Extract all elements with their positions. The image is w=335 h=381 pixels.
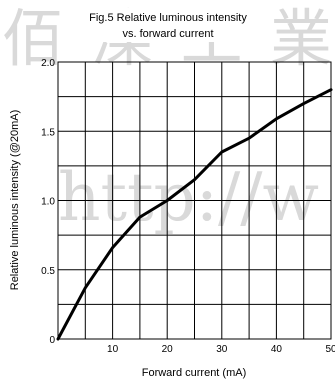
grid bbox=[58, 62, 331, 339]
plot-area bbox=[56, 88, 333, 341]
chart-title-line2: vs. forward current bbox=[122, 28, 213, 40]
chart-title-line1: Fig.5 Relative luminous intensity bbox=[89, 12, 247, 24]
ticks: 10 20 30 40 50 0 0.5 1.0 1.5 2.0 bbox=[41, 58, 335, 355]
x-tick-label: 30 bbox=[216, 344, 228, 355]
y-tick-label: 0 bbox=[49, 335, 55, 346]
watermark-url: http://w bbox=[58, 159, 319, 236]
x-tick-label: 20 bbox=[162, 344, 174, 355]
y-axis-label: Relative luminous intensity (@20mA) bbox=[9, 110, 21, 291]
y-tick-label: 1.0 bbox=[41, 197, 55, 208]
x-tick-label: 40 bbox=[271, 344, 283, 355]
series-line bbox=[56, 88, 333, 341]
y-tick-label: 0.5 bbox=[41, 266, 55, 277]
plot-frame bbox=[57, 61, 332, 340]
x-axis-label: Forward current (mA) bbox=[142, 367, 247, 379]
y-tick-label: 2.0 bbox=[41, 58, 55, 69]
x-tick-label: 10 bbox=[107, 344, 119, 355]
y-tick-label: 1.5 bbox=[41, 127, 55, 138]
title-box bbox=[82, 8, 254, 42]
x-tick-label: 50 bbox=[325, 344, 335, 355]
